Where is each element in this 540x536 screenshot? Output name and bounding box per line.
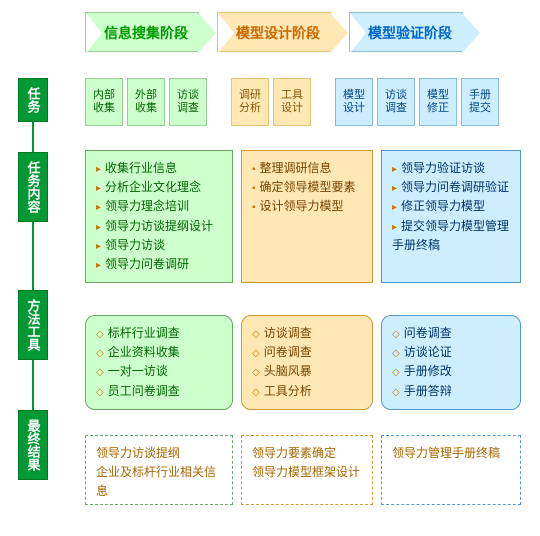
- result-row: 领导力访谈提纲 企业及标杆行业相关信息 领导力要素确定 领导力模型框架设计 领导…: [85, 435, 521, 505]
- task-cell: 调研分析: [231, 78, 269, 126]
- list-item: 领导力问卷调研: [96, 255, 222, 274]
- list-item: 一对一访谈: [96, 362, 222, 381]
- task-cell: 外部收集: [127, 78, 165, 126]
- connector: [32, 122, 34, 152]
- list-item: 领导力访谈: [96, 236, 222, 255]
- list-item: 提交领导力模型管理手册终稿: [392, 217, 510, 255]
- list-item: 设计领导力模型: [252, 197, 362, 216]
- side-tasks: 任务: [18, 78, 48, 122]
- method-box-1: 标杆行业调查 企业资料收集 一对一访谈 员工问卷调查: [85, 315, 233, 410]
- sidebar: 任务 任务内容 方法工具 最终结果: [18, 78, 48, 480]
- list-item: 收集行业信息: [96, 159, 222, 178]
- content-row: 收集行业信息 分析企业文化理念 领导力理念培训 领导力访谈提纲设计 领导力访谈 …: [85, 150, 521, 283]
- task-cell: 模型设计: [335, 78, 373, 126]
- list-item: 领导力问卷调研验证: [392, 178, 510, 197]
- list-item: 整理调研信息: [252, 159, 362, 178]
- list-item: 领导力验证访谈: [392, 159, 510, 178]
- task-cell: 手册提交: [461, 78, 499, 126]
- list-item: 问卷调查: [392, 324, 510, 343]
- result-box-2: 领导力要素确定 领导力模型框架设计: [241, 435, 373, 505]
- task-cell: 内部收集: [85, 78, 123, 126]
- content-box-3: 领导力验证访谈 领导力问卷调研验证 修正领导力模型 提交领导力模型管理手册终稿: [381, 150, 521, 283]
- side-content: 任务内容: [18, 152, 48, 222]
- stage-info-collect: 信息搜集阶段: [85, 12, 199, 52]
- task-cell: 模型修正: [419, 78, 457, 126]
- list-item: 标杆行业调查: [96, 324, 222, 343]
- task-cell: 访谈调查: [169, 78, 207, 126]
- result-box-3: 领导力管理手册终稿: [381, 435, 521, 505]
- method-box-3: 问卷调查 访谈论证 手册修改 手册答辩: [381, 315, 521, 410]
- connector: [32, 360, 34, 410]
- list-item: 修正领导力模型: [392, 197, 510, 216]
- task-cell: 工具设计: [273, 78, 311, 126]
- list-item: 分析企业文化理念: [96, 178, 222, 197]
- result-box-1: 领导力访谈提纲 企业及标杆行业相关信息: [85, 435, 233, 505]
- list-item: 领导力理念培训: [96, 197, 222, 216]
- task-cell: 访谈调查: [377, 78, 415, 126]
- list-item: 工具分析: [252, 382, 362, 401]
- side-results: 最终结果: [18, 410, 48, 480]
- list-item: 问卷调查: [252, 343, 362, 362]
- list-item: 访谈论证: [392, 343, 510, 362]
- list-item: 确定领导模型要素: [252, 178, 362, 197]
- side-methods: 方法工具: [18, 290, 48, 360]
- list-item: 企业资料收集: [96, 343, 222, 362]
- task-row: 内部收集 外部收集 访谈调查 调研分析 工具设计 模型设计 访谈调查 模型修正 …: [85, 78, 499, 126]
- list-item: 访谈调查: [252, 324, 362, 343]
- method-row: 标杆行业调查 企业资料收集 一对一访谈 员工问卷调查 访谈调查 问卷调查 头脑风…: [85, 315, 521, 410]
- list-item: 手册答辩: [392, 382, 510, 401]
- stage-header: 信息搜集阶段 模型设计阶段 模型验证阶段: [85, 12, 465, 52]
- list-item: 员工问卷调查: [96, 382, 222, 401]
- content-box-2: 整理调研信息 确定领导模型要素 设计领导力模型: [241, 150, 373, 283]
- content-box-1: 收集行业信息 分析企业文化理念 领导力理念培训 领导力访谈提纲设计 领导力访谈 …: [85, 150, 233, 283]
- list-item: 手册修改: [392, 362, 510, 381]
- method-box-2: 访谈调查 问卷调查 头脑风暴 工具分析: [241, 315, 373, 410]
- list-item: 头脑风暴: [252, 362, 362, 381]
- connector: [32, 222, 34, 290]
- stage-model-design: 模型设计阶段: [217, 12, 331, 52]
- list-item: 领导力访谈提纲设计: [96, 217, 222, 236]
- stage-model-verify: 模型验证阶段: [349, 12, 463, 52]
